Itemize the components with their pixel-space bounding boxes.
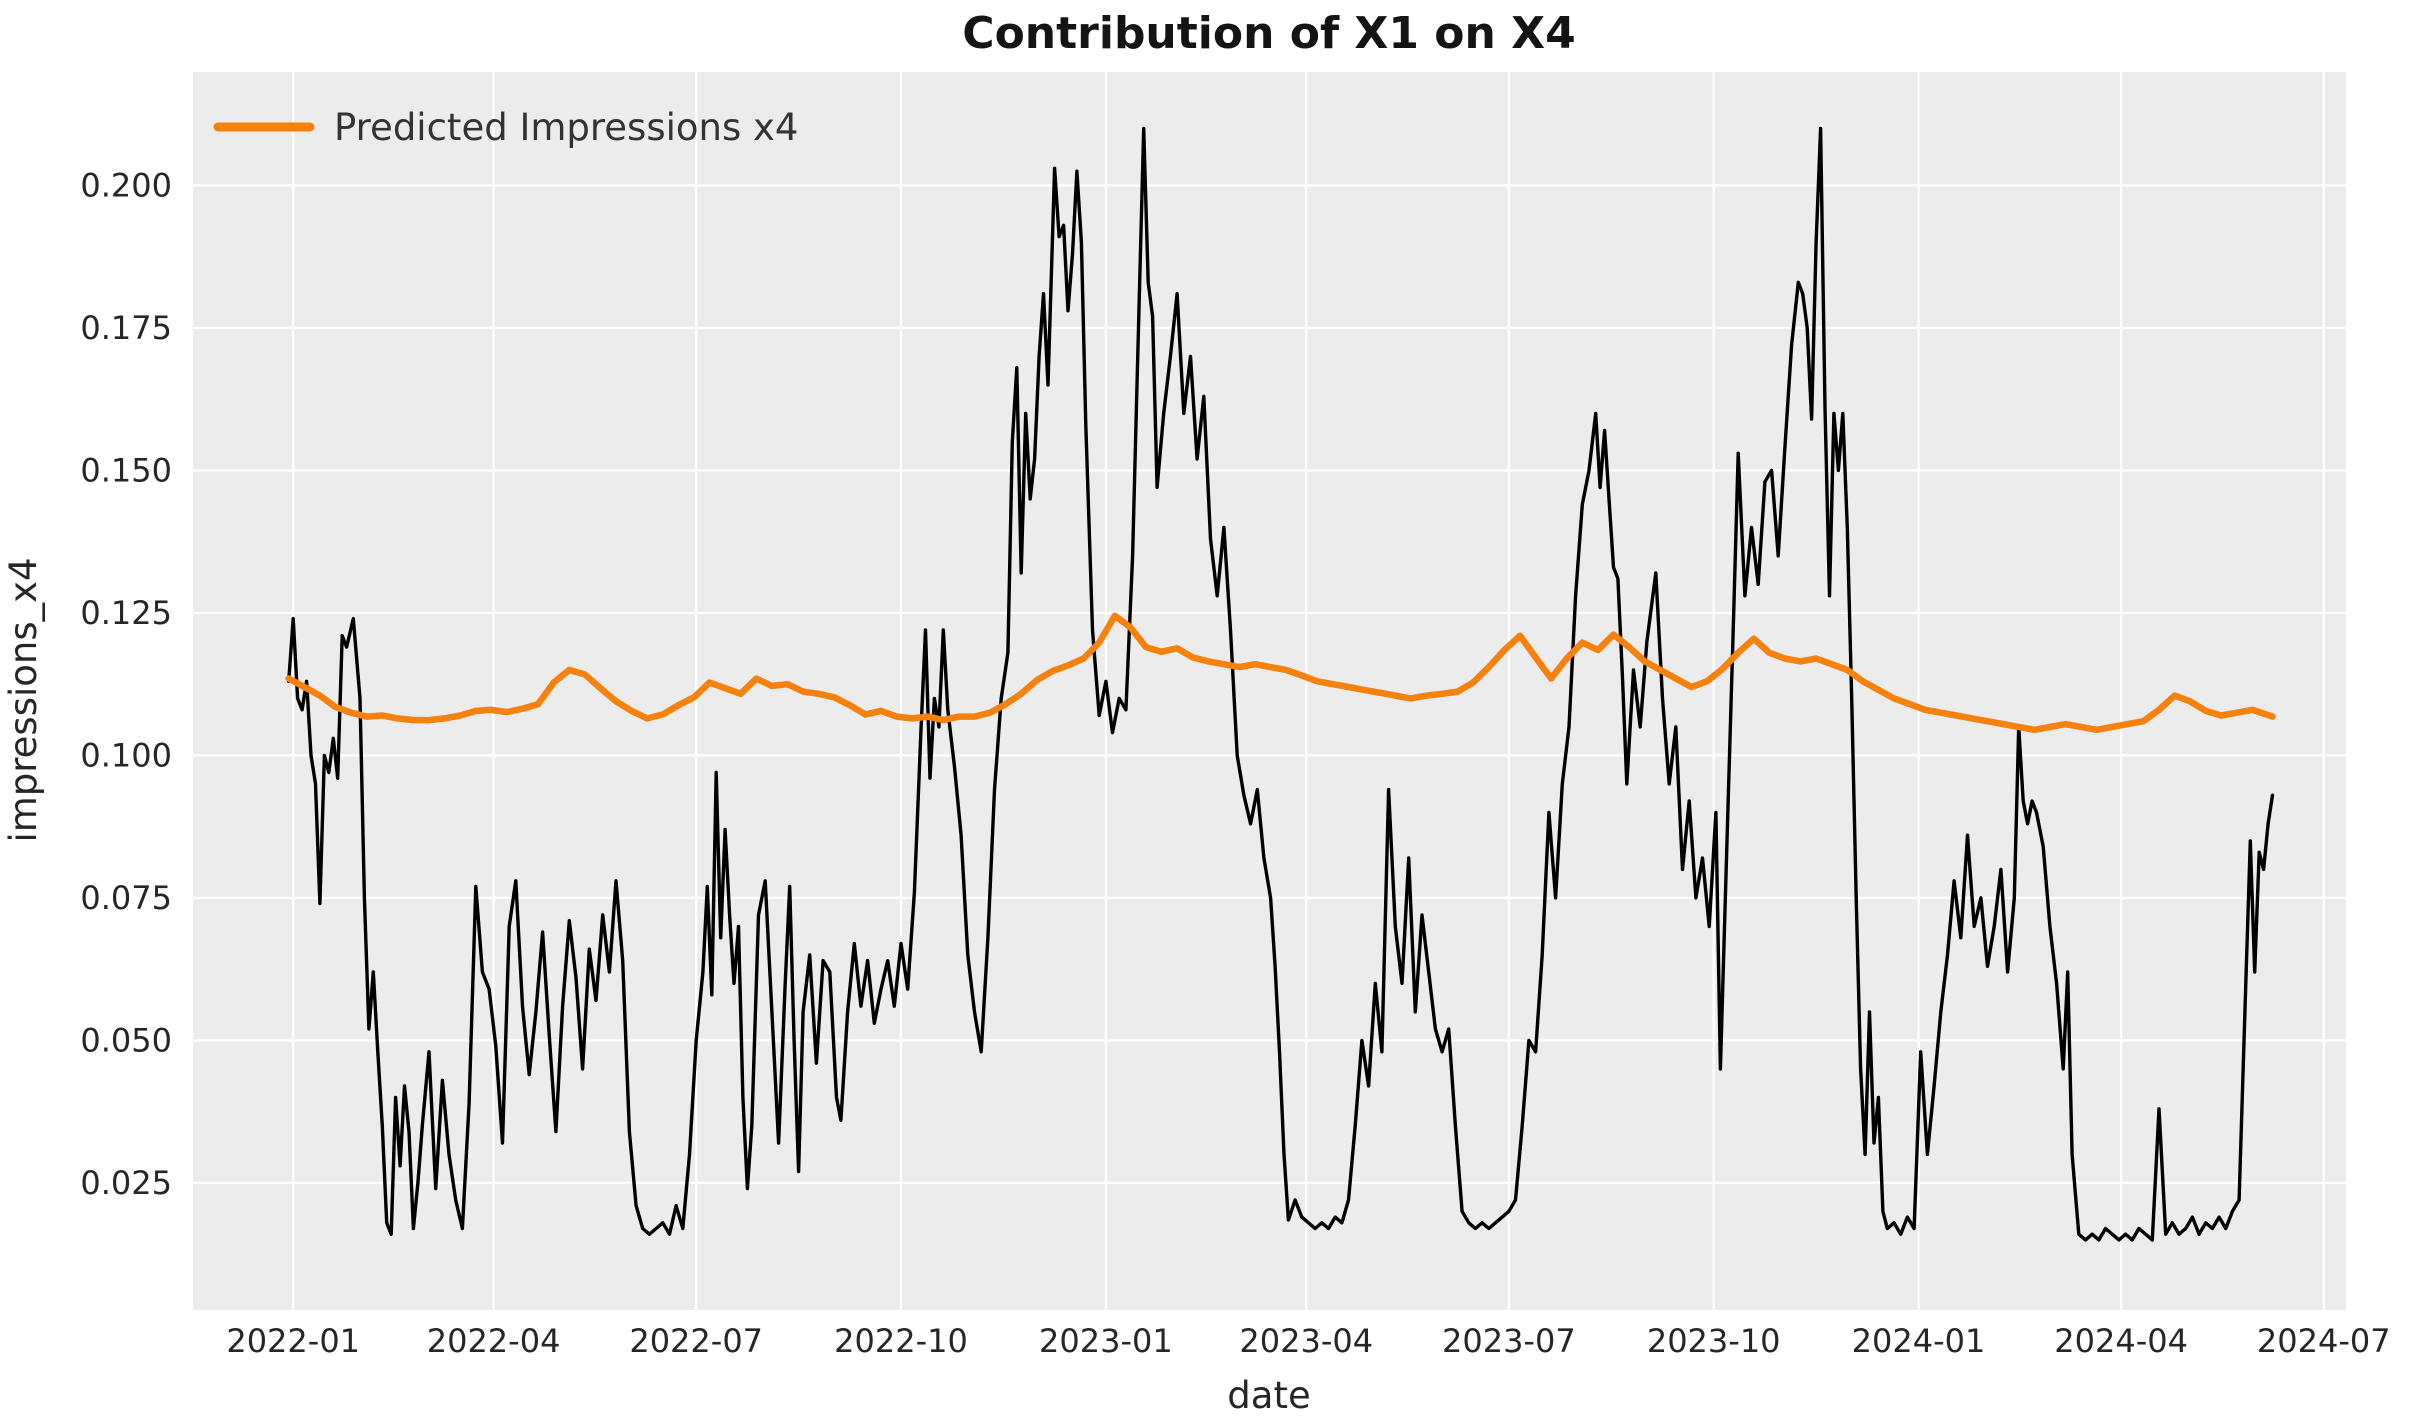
predicted-impressions-line xyxy=(285,612,2276,734)
legend-entry-label: Predicted Impressions x4 xyxy=(334,106,798,149)
plot-area xyxy=(193,72,2346,1310)
y-tick-label: 0.150 xyxy=(80,451,172,489)
y-axis-label: impressions_x4 xyxy=(2,557,45,842)
y-tick-label: 0.025 xyxy=(80,1164,172,1202)
series-lines xyxy=(285,126,2276,1242)
actual-impressions-line xyxy=(287,126,2275,1242)
x-tick-label: 2023-07 xyxy=(1442,1322,1576,1360)
y-tick-label: 0.100 xyxy=(80,736,172,774)
x-axis-label: date xyxy=(1227,1374,1310,1417)
y-tick-label: 0.125 xyxy=(80,594,172,632)
x-tick-label: 2022-07 xyxy=(629,1322,763,1360)
x-tick-label: 2023-10 xyxy=(1647,1322,1781,1360)
x-tick-label: 2022-04 xyxy=(427,1322,561,1360)
x-tick-label: 2023-01 xyxy=(1039,1322,1173,1360)
chart-title: Contribution of X1 on X4 xyxy=(962,8,1575,59)
y-tick-label: 0.075 xyxy=(80,879,172,917)
x-tick-label: 2024-04 xyxy=(2054,1322,2188,1360)
y-tick-label: 0.200 xyxy=(80,166,172,204)
x-tick-label: 2024-07 xyxy=(2257,1322,2391,1360)
legend: Predicted Impressions x4 xyxy=(213,106,798,149)
x-axis-tick-labels: 2022-01 2022-04 2022-07 2022-10 2023-01 2023-… xyxy=(226,1322,2390,1360)
y-tick-label: 0.175 xyxy=(80,309,172,347)
y-axis-tick-labels: 0.025 0.050 0.075 0.100 0.125 0.150 0.175 0.200 xyxy=(80,166,172,1201)
x-tick-label: 2022-01 xyxy=(226,1322,360,1360)
x-tick-label: 2023-04 xyxy=(1239,1322,1373,1360)
x-tick-label: 2022-10 xyxy=(834,1322,968,1360)
y-tick-label: 0.050 xyxy=(80,1021,172,1059)
x-tick-label: 2024-01 xyxy=(1852,1322,1986,1360)
